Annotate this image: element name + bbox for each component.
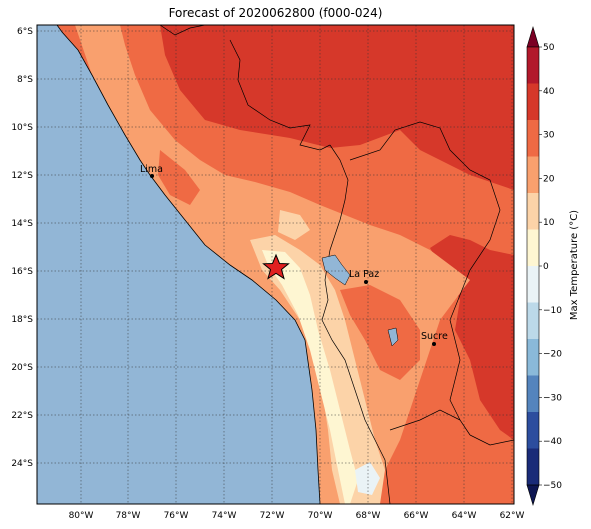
lake-titicaca	[321, 254, 351, 286]
city-label-la-paz: La Paz	[349, 269, 379, 280]
lon-tick-label: 72°W	[260, 511, 285, 521]
lat-tick-label: 16°S	[11, 267, 33, 277]
lon-tick-label: 64°W	[452, 511, 477, 521]
lat-tick-label: 24°S	[11, 459, 33, 469]
city-marker-la-paz	[364, 280, 368, 284]
lat-tick-label: 8°S	[17, 75, 33, 85]
colorbar-segment	[527, 448, 539, 486]
colorbar-extend-max	[526, 25, 540, 48]
colorbar-segment	[527, 83, 539, 121]
lon-tick-label: 62°W	[500, 511, 525, 521]
colorbar-tick-label: −50	[543, 481, 562, 491]
land-warm-patch	[340, 285, 420, 380]
colorbar-segment	[527, 229, 539, 267]
land-warm-patch-2	[158, 150, 200, 205]
lat-tick-label: 22°S	[11, 411, 33, 421]
land-cold-patch	[262, 250, 358, 504]
land-cool-band	[250, 235, 385, 504]
lon-tick-label: 70°W	[308, 511, 333, 521]
colorbar-tick-label: 10	[543, 218, 555, 228]
lat-tick-label: 18°S	[11, 315, 33, 325]
colorbar-tick-label: −40	[543, 437, 562, 447]
colorbar-segment	[527, 339, 539, 376]
city-label-sucre: Sucre	[421, 331, 448, 342]
land-cool-patch	[278, 210, 310, 240]
lat-axis: 6°S 8°S 10°S 12°S 14°S 16°S 18°S 20°S 22…	[11, 27, 33, 469]
colorbar-segment	[527, 193, 539, 230]
land-coldest-patch	[355, 462, 380, 495]
map-title: Forecast of 2020062800 (f000-024)	[168, 6, 383, 20]
colorbar: 50 40 30 20 10 0 −10 −20 −30 −40 −50	[526, 25, 562, 507]
colorbar-segment	[527, 412, 539, 449]
lat-tick-label: 14°S	[11, 219, 33, 229]
colorbar-label: Max Temperature (°C)	[569, 210, 580, 320]
map-frame	[36, 24, 515, 505]
colorbar-segment	[527, 302, 539, 340]
colorbar-tick-label: 50	[543, 43, 555, 53]
lon-axis: 80°W 78°W 76°W 74°W 72°W 70°W 68°W 66°W …	[69, 511, 525, 521]
border-chile-bolivia	[321, 319, 391, 504]
colorbar-tick-label: 40	[543, 87, 555, 97]
lat-tick-label: 20°S	[11, 363, 33, 373]
lon-tick-label: 68°W	[356, 511, 381, 521]
colorbar-segment	[527, 266, 539, 303]
colorbar-segment	[527, 156, 539, 194]
colorbar-segment	[527, 375, 539, 413]
colorbar-tick-label: −30	[543, 393, 562, 403]
colorbar-tick-label: −20	[543, 350, 562, 360]
border-north	[159, 25, 206, 36]
map-area: Lima La Paz Sucre	[37, 25, 514, 504]
border-argentina	[469, 434, 514, 446]
lon-tick-label: 78°W	[116, 511, 141, 521]
colorbar-tick-label: 0	[543, 262, 549, 272]
lat-tick-label: 6°S	[17, 27, 33, 37]
colorbar-tick-label: 20	[543, 174, 555, 184]
colorbar-segment	[527, 47, 539, 84]
colorbar-extend-min	[526, 484, 540, 507]
lon-tick-label: 76°W	[164, 511, 189, 521]
lon-tick-label: 80°W	[69, 511, 94, 521]
colorbar-tick-label: 30	[543, 131, 555, 141]
border-peru-brazil	[229, 39, 331, 151]
lake-poopo	[387, 327, 399, 347]
lat-tick-label: 10°S	[11, 123, 33, 133]
lat-tick-label: 12°S	[11, 171, 33, 181]
star-icon	[262, 253, 290, 280]
city-label-lima: Lima	[140, 164, 163, 175]
lon-tick-label: 74°W	[212, 511, 237, 521]
lon-tick-label: 66°W	[404, 511, 429, 521]
coastline	[56, 25, 321, 504]
city-marker-sucre	[432, 342, 436, 346]
city-marker-lima	[150, 174, 154, 178]
colorbar-tick-label: −10	[543, 306, 562, 316]
colorbar-segment	[527, 120, 539, 157]
border-peru-bolivia	[321, 144, 349, 321]
border-bolivia-brazil	[349, 121, 501, 436]
